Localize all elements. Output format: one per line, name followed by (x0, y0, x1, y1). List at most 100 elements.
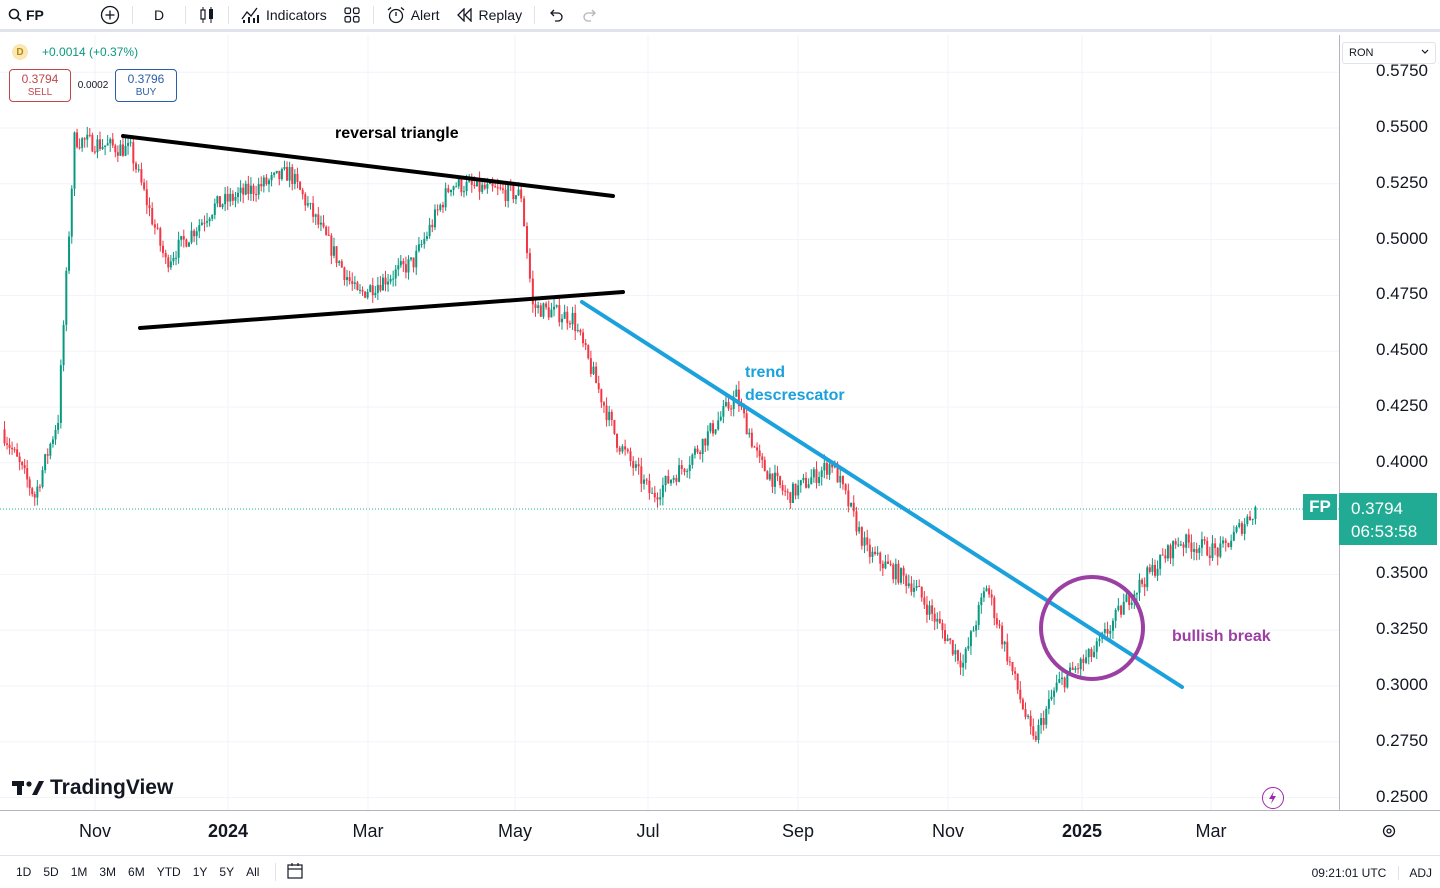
candle (640, 457, 643, 493)
chart-settings-button[interactable] (1381, 823, 1397, 844)
price-chart[interactable] (0, 35, 1339, 810)
candle (980, 593, 983, 614)
chart-pane[interactable] (0, 35, 1339, 810)
candle (412, 257, 415, 273)
candle (802, 473, 805, 484)
candle (712, 419, 715, 437)
range-button-5y[interactable]: 5Y (219, 865, 235, 879)
candle (512, 183, 515, 204)
candle-body (758, 450, 761, 457)
currency-select[interactable]: RON (1342, 42, 1436, 64)
candle (8, 438, 11, 455)
candle (1063, 676, 1066, 693)
interval-button[interactable]: D (137, 1, 181, 29)
candle-body (1195, 549, 1198, 553)
candle (1240, 521, 1243, 537)
sell-price: 0.3794 (21, 72, 59, 86)
range-button-5d[interactable]: 5D (43, 865, 59, 879)
range-button-1d[interactable]: 1D (16, 865, 32, 879)
candle-body (8, 444, 11, 448)
candle-body (931, 605, 934, 614)
range-button-3m[interactable]: 3M (99, 865, 117, 879)
candle-body (111, 139, 114, 146)
candle-body (539, 305, 542, 317)
candle (691, 453, 694, 469)
candle (1001, 622, 1004, 649)
candle-body (96, 139, 99, 153)
candle-body (748, 432, 751, 435)
alert-button[interactable]: Alert (378, 1, 448, 29)
adj-toggle[interactable]: ADJ (1409, 865, 1432, 880)
candle-body (820, 470, 823, 478)
candle (913, 579, 916, 598)
candle-body (610, 411, 613, 420)
candle (397, 258, 400, 277)
trend-annotation-line2[interactable]: descrescator (745, 387, 845, 404)
breakout-circle[interactable] (1039, 575, 1145, 681)
candle-body (447, 188, 450, 193)
indicators-button[interactable]: Indicators (233, 1, 335, 29)
candle-body (675, 478, 678, 482)
candle (988, 585, 991, 598)
candle (1016, 673, 1019, 694)
candle-body (1227, 542, 1230, 548)
candle-body (514, 195, 517, 200)
triangle-upper-line[interactable] (121, 134, 615, 198)
candle-body (265, 177, 268, 185)
candle (1190, 534, 1193, 559)
price-axis[interactable]: 0.5750 0.5500 0.5250 0.5000 0.4750 0.4500 0.42… (1339, 35, 1440, 810)
compare-button[interactable] (92, 1, 128, 29)
range-button-1y[interactable]: 1Y (192, 865, 208, 879)
date-range-button[interactable] (286, 862, 306, 883)
trend-annotation-line1[interactable]: trend (745, 364, 785, 381)
candle (335, 246, 338, 268)
candle (1156, 560, 1159, 582)
candle (346, 269, 349, 287)
candle-body (1125, 594, 1128, 602)
triangle-lower-line[interactable] (138, 290, 625, 330)
trend-line[interactable] (580, 300, 1184, 689)
candle (1208, 546, 1211, 566)
candle (771, 473, 774, 494)
templates-button[interactable] (335, 1, 369, 29)
triangle-annotation[interactable]: reversal triangle (335, 125, 459, 142)
candle-body (629, 451, 632, 462)
candle-body (167, 257, 170, 268)
breakout-annotation[interactable]: bullish break (1172, 628, 1271, 645)
candle (26, 459, 29, 488)
candle (226, 186, 229, 211)
candle (242, 183, 245, 204)
buy-button[interactable]: 0.3796 BUY (115, 69, 177, 102)
range-button-ytd[interactable]: YTD (156, 865, 181, 879)
range-button-6m[interactable]: 6M (128, 865, 145, 879)
range-button-1m[interactable]: 1M (70, 865, 88, 879)
flash-icon[interactable] (1262, 787, 1284, 809)
candle (1077, 663, 1080, 674)
sell-button[interactable]: 0.3794 SELL (9, 69, 71, 102)
candle (786, 488, 789, 500)
symbol-search-button[interactable]: FP (0, 1, 92, 29)
candle-body (299, 181, 302, 190)
candle (634, 460, 637, 472)
utc-clock[interactable]: 09:21:01 UTC (1300, 865, 1400, 880)
candle (1050, 689, 1053, 701)
candle-body (584, 343, 587, 346)
candle-body (525, 226, 528, 254)
chart-type-button[interactable] (190, 1, 224, 29)
tradingview-logo[interactable]: TradingView (12, 776, 173, 800)
redo-button[interactable] (573, 1, 607, 29)
time-axis[interactable]: Nov 2024 Mar May Jul Sep Nov 2025 Mar (0, 810, 1440, 855)
candle-body (38, 486, 41, 488)
candle-body (348, 277, 351, 282)
candle-body (722, 406, 725, 417)
undo-button[interactable] (539, 1, 573, 29)
candle-body (159, 228, 162, 246)
candle (858, 521, 861, 534)
candle-body (325, 226, 328, 235)
replay-button[interactable]: Replay (448, 1, 531, 29)
candle-body (68, 236, 71, 271)
candle-body (423, 238, 426, 245)
candle (104, 145, 107, 156)
candle (369, 284, 372, 293)
range-button-all[interactable]: All (246, 865, 260, 879)
